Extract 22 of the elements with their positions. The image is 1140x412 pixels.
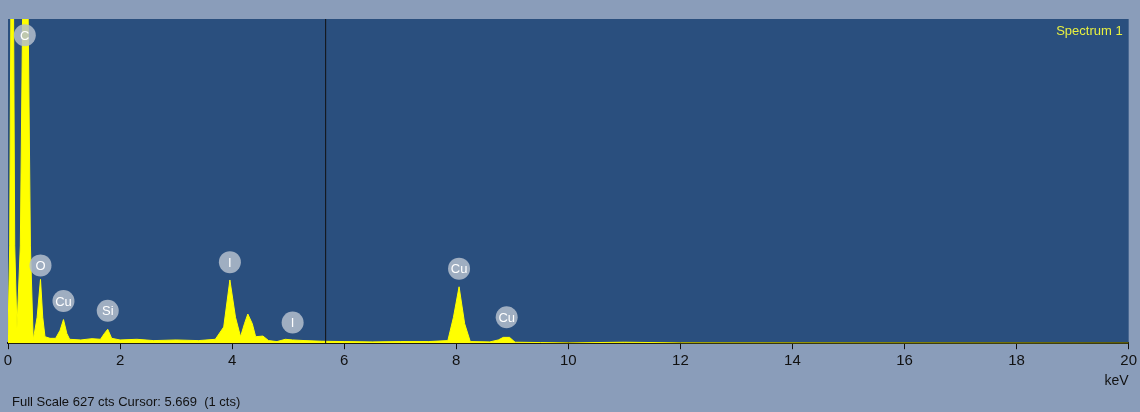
annotation: C (20, 27, 30, 43)
text: Full Scale 627 cts Cursor: 5.669 (1 cts) (12, 394, 241, 409)
x-axis-title: keV (1104, 372, 1130, 389)
annotation: I (228, 254, 232, 270)
x-tick-label: 2 (115, 351, 125, 369)
x-tick-label: 10 (559, 351, 577, 369)
x-tick-label: 20 (1120, 351, 1137, 369)
annotation: I (290, 315, 295, 331)
annotation: Cu (55, 293, 72, 309)
x-tick-label: 0 (3, 351, 13, 369)
x-tick-label: 4 (227, 351, 237, 369)
x-tick-label: 6 (340, 351, 349, 369)
annotation: O (35, 257, 46, 273)
annotation: Si (101, 303, 114, 319)
x-tick-label: 18 (1008, 351, 1025, 369)
chart-title: Spectrum 1 (1056, 23, 1123, 39)
x-tick-label: 12 (672, 351, 689, 369)
annotation: Cu (450, 261, 468, 277)
annotation: Cu (498, 309, 516, 325)
x-tick-label: 8 (452, 351, 461, 369)
x-tick-label: 14 (784, 351, 801, 369)
x-tick-label: 16 (896, 351, 913, 369)
